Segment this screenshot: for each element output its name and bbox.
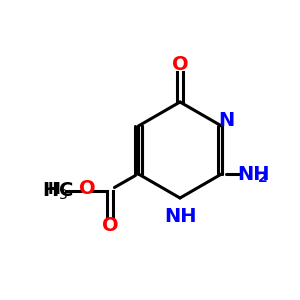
Text: H: H [43,181,59,200]
Text: NH: NH [164,207,196,226]
Text: 2: 2 [258,171,268,184]
Text: 3: 3 [59,188,68,202]
Text: N: N [218,112,235,130]
Text: NH: NH [237,164,269,184]
Text: O: O [79,179,96,199]
Text: H: H [48,182,61,196]
Text: O: O [172,55,188,74]
Text: O: O [102,216,118,236]
Text: C: C [59,181,74,200]
